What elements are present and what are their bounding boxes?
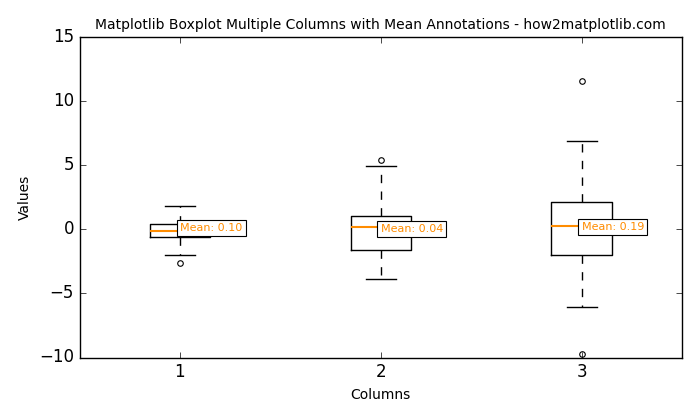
- Text: Mean: 0.10: Mean: 0.10: [180, 223, 242, 233]
- X-axis label: Columns: Columns: [351, 388, 411, 402]
- Text: Mean: 0.19: Mean: 0.19: [582, 222, 644, 232]
- Y-axis label: Values: Values: [18, 175, 32, 220]
- Title: Matplotlib Boxplot Multiple Columns with Mean Annotations - how2matplotlib.com: Matplotlib Boxplot Multiple Columns with…: [95, 18, 666, 32]
- Text: Mean: 0.04: Mean: 0.04: [381, 224, 443, 234]
